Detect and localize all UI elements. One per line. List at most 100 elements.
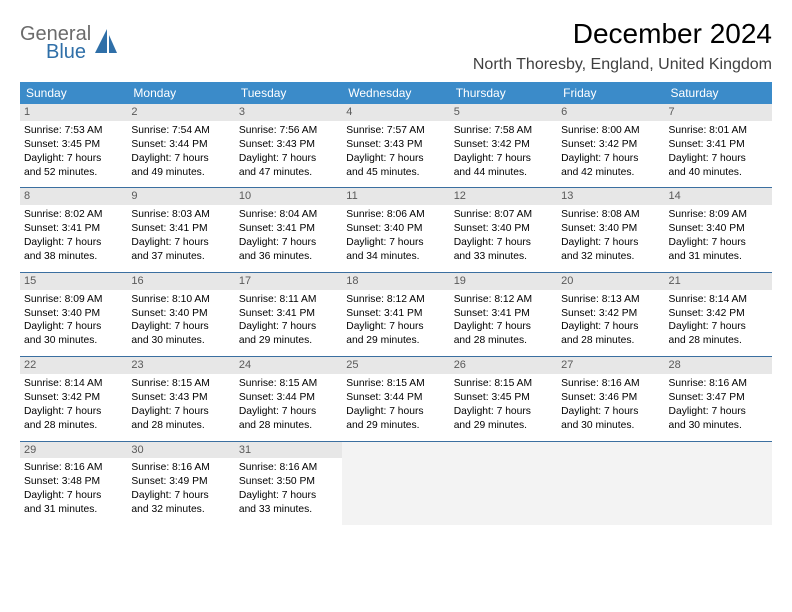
daylight-line-2: and 33 minutes. [239, 503, 338, 517]
sunrise-line: Sunrise: 8:16 AM [561, 377, 660, 391]
calendar-cell: 13Sunrise: 8:08 AMSunset: 3:40 PMDayligh… [557, 188, 664, 271]
sunset-line: Sunset: 3:40 PM [131, 307, 230, 321]
sunset-line: Sunset: 3:41 PM [346, 307, 445, 321]
day-number: 13 [557, 188, 664, 205]
sunrise-line: Sunrise: 8:15 AM [239, 377, 338, 391]
calendar-week: 22Sunrise: 8:14 AMSunset: 3:42 PMDayligh… [20, 357, 772, 441]
calendar-cell: 29Sunrise: 8:16 AMSunset: 3:48 PMDayligh… [20, 442, 127, 525]
calendar-cell [450, 442, 557, 525]
daylight-line-1: Daylight: 7 hours [669, 405, 768, 419]
day-number: 22 [20, 357, 127, 374]
day-number: 28 [665, 357, 772, 374]
daylight-line-1: Daylight: 7 hours [454, 405, 553, 419]
daylight-line-2: and 38 minutes. [24, 250, 123, 264]
sunset-line: Sunset: 3:40 PM [669, 222, 768, 236]
daylight-line-2: and 28 minutes. [561, 334, 660, 348]
logo: General Blue [20, 24, 119, 62]
sunrise-line: Sunrise: 8:02 AM [24, 208, 123, 222]
sunrise-line: Sunrise: 7:58 AM [454, 124, 553, 138]
daylight-line-1: Daylight: 7 hours [24, 405, 123, 419]
calendar-cell: 20Sunrise: 8:13 AMSunset: 3:42 PMDayligh… [557, 273, 664, 356]
calendar-page: General Blue December 2024 North Thoresb… [0, 0, 792, 525]
daylight-line-1: Daylight: 7 hours [561, 152, 660, 166]
calendar-week: 29Sunrise: 8:16 AMSunset: 3:48 PMDayligh… [20, 442, 772, 525]
day-headers-row: SundayMondayTuesdayWednesdayThursdayFrid… [20, 82, 772, 104]
sunset-line: Sunset: 3:41 PM [454, 307, 553, 321]
calendar-cell: 2Sunrise: 7:54 AMSunset: 3:44 PMDaylight… [127, 104, 234, 187]
day-number: 8 [20, 188, 127, 205]
sunrise-line: Sunrise: 8:12 AM [346, 293, 445, 307]
calendar-cell: 1Sunrise: 7:53 AMSunset: 3:45 PMDaylight… [20, 104, 127, 187]
sunrise-line: Sunrise: 8:09 AM [24, 293, 123, 307]
sunset-line: Sunset: 3:50 PM [239, 475, 338, 489]
daylight-line-1: Daylight: 7 hours [24, 489, 123, 503]
daylight-line-2: and 47 minutes. [239, 166, 338, 180]
day-number: 31 [235, 442, 342, 459]
daylight-line-1: Daylight: 7 hours [561, 320, 660, 334]
sunset-line: Sunset: 3:49 PM [131, 475, 230, 489]
calendar-cell: 18Sunrise: 8:12 AMSunset: 3:41 PMDayligh… [342, 273, 449, 356]
day-number: 20 [557, 273, 664, 290]
daylight-line-1: Daylight: 7 hours [346, 405, 445, 419]
calendar-cell: 9Sunrise: 8:03 AMSunset: 3:41 PMDaylight… [127, 188, 234, 271]
calendar-cell [557, 442, 664, 525]
calendar-cell [342, 442, 449, 525]
daylight-line-2: and 33 minutes. [454, 250, 553, 264]
daylight-line-1: Daylight: 7 hours [561, 405, 660, 419]
sunrise-line: Sunrise: 7:57 AM [346, 124, 445, 138]
daylight-line-1: Daylight: 7 hours [346, 236, 445, 250]
daylight-line-1: Daylight: 7 hours [131, 236, 230, 250]
day-header: Saturday [665, 82, 772, 104]
calendar-cell: 19Sunrise: 8:12 AMSunset: 3:41 PMDayligh… [450, 273, 557, 356]
day-number: 16 [127, 273, 234, 290]
day-number: 10 [235, 188, 342, 205]
sunset-line: Sunset: 3:41 PM [131, 222, 230, 236]
daylight-line-2: and 45 minutes. [346, 166, 445, 180]
daylight-line-1: Daylight: 7 hours [239, 489, 338, 503]
sunset-line: Sunset: 3:42 PM [561, 138, 660, 152]
sunrise-line: Sunrise: 7:54 AM [131, 124, 230, 138]
sunset-line: Sunset: 3:40 PM [24, 307, 123, 321]
logo-text: General Blue [20, 24, 91, 62]
sail-icon [93, 27, 119, 60]
calendar-week: 15Sunrise: 8:09 AMSunset: 3:40 PMDayligh… [20, 273, 772, 357]
calendar-cell: 7Sunrise: 8:01 AMSunset: 3:41 PMDaylight… [665, 104, 772, 187]
calendar-cell: 25Sunrise: 8:15 AMSunset: 3:44 PMDayligh… [342, 357, 449, 440]
daylight-line-2: and 28 minutes. [669, 334, 768, 348]
calendar-cell: 21Sunrise: 8:14 AMSunset: 3:42 PMDayligh… [665, 273, 772, 356]
day-header: Tuesday [235, 82, 342, 104]
daylight-line-1: Daylight: 7 hours [239, 236, 338, 250]
day-number: 2 [127, 104, 234, 121]
sunrise-line: Sunrise: 7:53 AM [24, 124, 123, 138]
sunrise-line: Sunrise: 8:08 AM [561, 208, 660, 222]
calendar-cell: 15Sunrise: 8:09 AMSunset: 3:40 PMDayligh… [20, 273, 127, 356]
sunrise-line: Sunrise: 8:15 AM [131, 377, 230, 391]
sunset-line: Sunset: 3:44 PM [346, 391, 445, 405]
sunset-line: Sunset: 3:44 PM [131, 138, 230, 152]
calendar-cell: 31 Sunrise: 8:16 AMSunset: 3:50 PMDayligh… [235, 442, 342, 525]
day-number: 17 [235, 273, 342, 290]
daylight-line-2: and 30 minutes. [131, 334, 230, 348]
day-number: 1 [20, 104, 127, 121]
calendar-cell: 10Sunrise: 8:04 AMSunset: 3:41 PMDayligh… [235, 188, 342, 271]
daylight-line-2: and 30 minutes. [561, 419, 660, 433]
day-number: 3 [235, 104, 342, 121]
page-header: General Blue December 2024 North Thoresb… [20, 18, 772, 74]
sunrise-line: Sunrise: 8:16 AM [239, 461, 338, 475]
day-header: Thursday [450, 82, 557, 104]
daylight-line-2: and 37 minutes. [131, 250, 230, 264]
daylight-line-1: Daylight: 7 hours [346, 320, 445, 334]
daylight-line-2: and 40 minutes. [669, 166, 768, 180]
sunrise-line: Sunrise: 8:15 AM [454, 377, 553, 391]
daylight-line-2: and 28 minutes. [131, 419, 230, 433]
daylight-line-2: and 29 minutes. [346, 419, 445, 433]
calendar-cell: 12Sunrise: 8:07 AMSunset: 3:40 PMDayligh… [450, 188, 557, 271]
calendar-cell: 24Sunrise: 8:15 AMSunset: 3:44 PMDayligh… [235, 357, 342, 440]
daylight-line-1: Daylight: 7 hours [454, 320, 553, 334]
day-header: Monday [127, 82, 234, 104]
calendar-grid: SundayMondayTuesdayWednesdayThursdayFrid… [20, 82, 772, 525]
sunrise-line: Sunrise: 8:16 AM [24, 461, 123, 475]
daylight-line-1: Daylight: 7 hours [131, 320, 230, 334]
day-number: 26 [450, 357, 557, 374]
sunrise-line: Sunrise: 8:06 AM [346, 208, 445, 222]
